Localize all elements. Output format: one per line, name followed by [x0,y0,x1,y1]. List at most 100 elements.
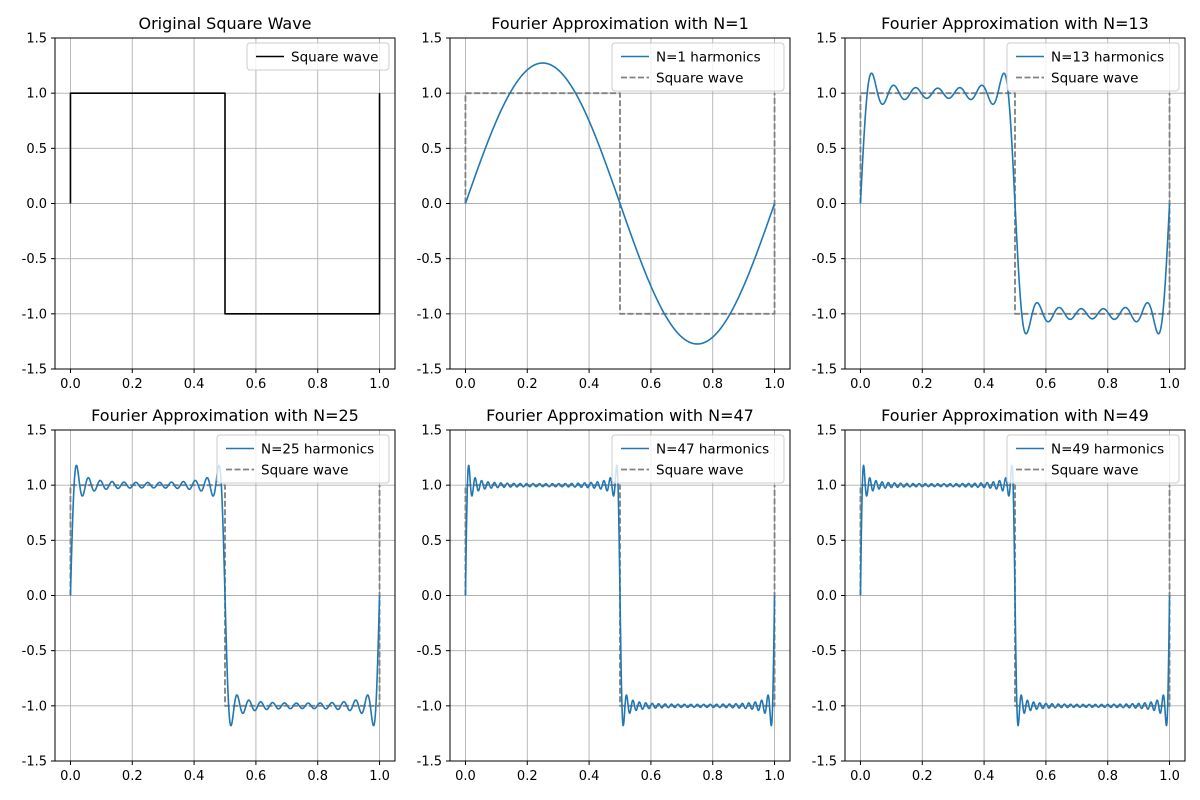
legend: N=47 harmonics Square wave [611,434,785,484]
x-tick-label: 1.0 [369,769,390,784]
y-tick-label: 1.0 [421,479,442,494]
x-tick-label: 0.6 [641,377,662,392]
y-tick-label: -1.5 [22,755,47,770]
y-tick-label: 0.5 [421,142,442,157]
axes-frame [844,37,1186,370]
axes-frame [449,37,791,370]
y-tick-label: 1.5 [26,32,47,47]
legend-label: Square wave [1051,70,1138,86]
legend: Square wave [246,42,390,71]
y-tick-label: 0.0 [421,589,442,604]
legend-label: N=49 harmonics [1051,441,1164,457]
x-tick-label: 0.2 [122,769,143,784]
y-tick-label: 1.0 [26,87,47,102]
y-tick-label: 1.5 [421,32,442,47]
y-tick-label: 1.5 [26,424,47,439]
y-tick-label: 1.0 [26,479,47,494]
axes-frame [844,429,1186,762]
y-tick-label: -1.5 [812,755,837,770]
legend-label: Square wave [291,49,378,65]
y-tick-label: -0.5 [812,644,837,659]
legend: N=13 harmonics Square wave [1006,42,1180,92]
y-tick-label: -1.5 [812,363,837,378]
legend-box [611,42,785,92]
x-tick-label: 0.6 [1036,377,1057,392]
legend-label: N=47 harmonics [656,441,769,457]
x-tick-label: 0.6 [641,769,662,784]
x-tick-label: 0.0 [455,769,476,784]
plot-area [859,464,1171,727]
y-tick-label: 1.0 [421,87,442,102]
x-tick-label: 0.8 [702,769,723,784]
plot-area [464,464,776,727]
fourier-approximation-line [464,62,776,345]
y-tick-label: -0.5 [22,644,47,659]
legend-box [611,434,785,484]
legend-label: N=13 harmonics [1051,49,1164,65]
plot-area [464,62,776,345]
subplot-title: Fourier Approximation with N=13 [881,14,1149,33]
x-tick-label: 0.2 [517,769,538,784]
legend-box [1006,434,1180,484]
y-tick-label: -0.5 [812,252,837,267]
y-tick-label: -1.0 [22,699,47,714]
y-tick-label: 0.5 [421,534,442,549]
x-tick-label: 0.0 [455,377,476,392]
y-tick-label: -1.0 [812,307,837,322]
y-tick-label: -1.5 [22,363,47,378]
x-tick-label: 0.8 [1097,769,1118,784]
x-tick-label: 1.0 [369,377,390,392]
y-tick-label: -1.0 [812,699,837,714]
subplot-6: Fourier Approximation with N=49 0.0 0.2 0.4… [812,406,1186,784]
x-tick-label: 0.8 [702,377,723,392]
x-tick-label: 0.2 [122,377,143,392]
legend-label: N=1 harmonics [656,49,761,65]
y-tick-label: 0.0 [816,589,837,604]
x-tick-label: 0.6 [246,769,267,784]
legend-label: Square wave [1051,462,1138,478]
fourier-approximation-line [859,72,1171,335]
x-tick-label: 0.0 [850,377,871,392]
y-tick-label: -1.0 [417,699,442,714]
x-tick-label: 0.8 [307,769,328,784]
y-tick-label: 0.5 [26,534,47,549]
x-tick-label: 1.0 [764,377,785,392]
y-tick-label: 0.0 [421,197,442,212]
y-tick-label: -1.5 [417,755,442,770]
x-tick-label: 1.0 [1159,769,1180,784]
x-tick-label: 1.0 [1159,377,1180,392]
legend-label: Square wave [656,70,743,86]
subplot-title: Fourier Approximation with N=1 [491,14,749,33]
y-tick-label: -1.0 [22,307,47,322]
subplot-1: Original Square Wave 0.0 0.2 0.4 0.6 0.8 1.0 -1… [22,14,396,392]
legend-box [1006,42,1180,92]
y-tick-label: 0.5 [816,142,837,157]
y-tick-label: -0.5 [22,252,47,267]
y-tick-label: 1.0 [816,87,837,102]
x-tick-label: 1.0 [764,769,785,784]
fourier-approximation-line [69,464,381,727]
legend: N=1 harmonics Square wave [611,42,785,92]
axes-frame [54,37,396,370]
x-tick-label: 0.2 [912,377,933,392]
x-tick-label: 0.6 [1036,769,1057,784]
y-tick-label: 1.5 [421,424,442,439]
plot-area [69,92,381,315]
y-tick-label: 1.5 [816,32,837,47]
y-tick-label: -1.5 [417,363,442,378]
legend-box [216,434,390,484]
y-tick-label: 0.0 [26,197,47,212]
square-wave-line [69,92,381,315]
x-tick-label: 0.0 [60,377,81,392]
x-tick-label: 0.8 [1097,377,1118,392]
x-tick-label: 0.4 [974,377,995,392]
subplot-4: Fourier Approximation with N=25 0.0 0.2 0.4… [22,406,396,784]
fourier-approximation-line [464,464,776,727]
y-tick-label: -1.0 [417,307,442,322]
legend-label: N=25 harmonics [261,441,374,457]
x-tick-label: 0.4 [579,769,600,784]
x-tick-label: 0.4 [974,769,995,784]
axes-frame [54,429,396,762]
